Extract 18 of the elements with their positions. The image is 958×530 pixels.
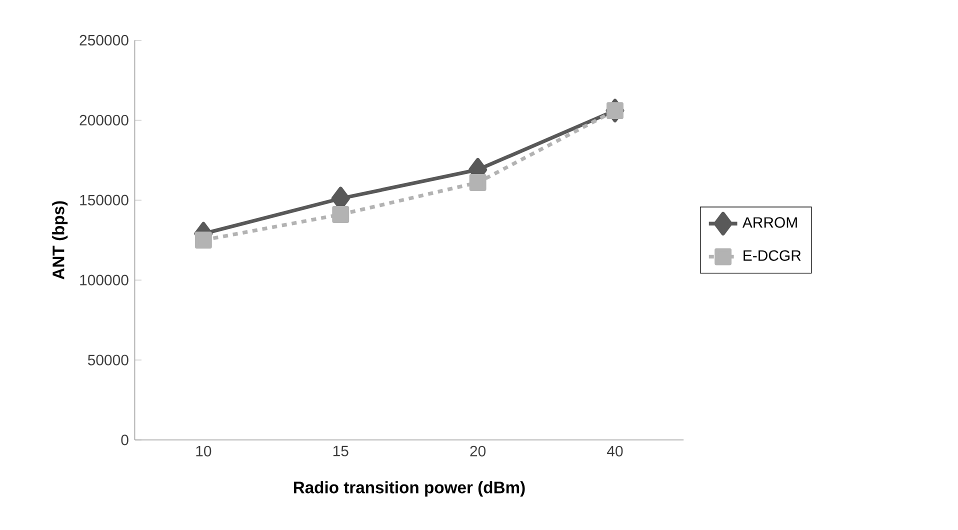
legend-label: ARROM [742,217,797,228]
x-tick-label: 15 [333,446,348,456]
point [606,102,624,120]
point [194,232,212,249]
x-axis-title: Radio transition power (dBm) [294,481,525,497]
y-tick-label: 100000 [80,274,128,286]
point [469,174,486,192]
y-tick-label: 150000 [80,194,128,206]
y-tick-label: 50000 [88,354,128,366]
x-tick-label: 40 [607,446,623,457]
x-tick-label: 10 [196,446,212,457]
y-tick-label: 250000 [80,34,128,46]
x-tick-label: 20 [470,446,486,457]
y-tick-label: 200000 [80,114,128,126]
y-axis-title: ANT (bps) [52,201,68,280]
legend-label: E-DCGR [744,250,801,261]
y-tick-label: 0 [121,434,128,446]
point [332,206,350,224]
